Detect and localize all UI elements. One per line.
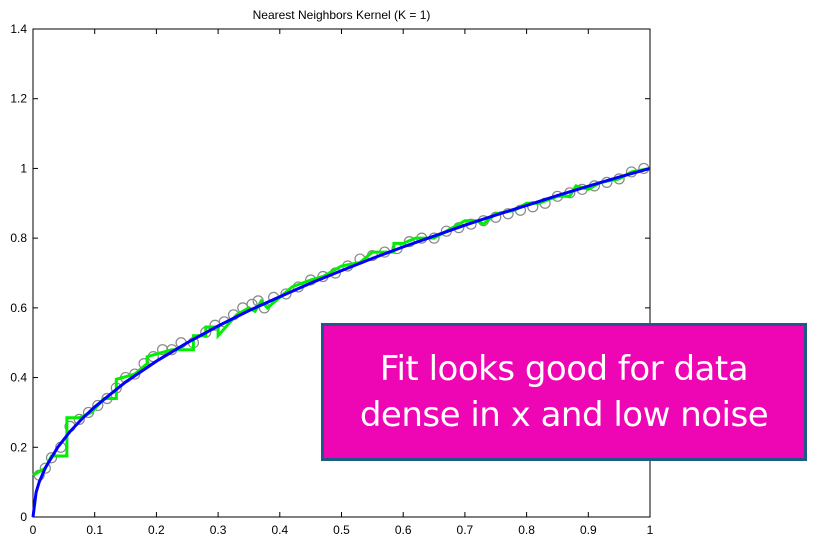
y-tick-label: 0.2 <box>10 440 27 454</box>
data-point <box>73 413 85 425</box>
x-tick-label: 0.8 <box>518 523 535 537</box>
y-tick-label: 0.8 <box>10 231 27 245</box>
data-point <box>39 462 51 474</box>
data-point <box>92 399 104 412</box>
x-axis: 0 0.1 0.2 0.3 0.4 0.5 0.6 0.7 0.8 0.9 1 <box>30 29 654 537</box>
x-tick-label: 0.3 <box>210 523 227 537</box>
knn-fit-line <box>32 166 651 477</box>
x-tick-label: 0.9 <box>580 523 597 537</box>
y-tick-label: 0.6 <box>10 301 27 315</box>
data-point <box>280 288 292 300</box>
x-tick-label: 0.7 <box>457 523 474 537</box>
y-tick-label: 1 <box>20 161 27 175</box>
x-tick-label: 0 <box>30 523 37 537</box>
x-tick-label: 0.1 <box>86 523 103 537</box>
y-tick-label: 0 <box>20 510 27 524</box>
y-axis: 0 0.2 0.4 0.6 0.8 1 1.2 1.4 <box>10 22 650 524</box>
true-function-line <box>31 166 651 518</box>
x-tick-label: 0.5 <box>333 523 350 537</box>
data-point <box>45 452 58 464</box>
x-tick-label: 0.6 <box>395 523 412 537</box>
y-tick-label: 1.2 <box>10 92 27 106</box>
x-tick-label: 0.4 <box>271 523 288 537</box>
chart-title: Nearest Neighbors Kernel (K = 1) <box>253 8 431 22</box>
x-tick-label: 1 <box>647 523 654 537</box>
callout-text: Fit looks good for data dense in x and l… <box>359 349 769 435</box>
y-tick-label: 0.4 <box>10 371 27 385</box>
callout-box: Fit looks good for data dense in x and l… <box>321 323 807 461</box>
x-tick-label: 0.2 <box>148 523 165 537</box>
data-point <box>527 201 539 213</box>
y-tick-label: 1.4 <box>10 22 27 36</box>
